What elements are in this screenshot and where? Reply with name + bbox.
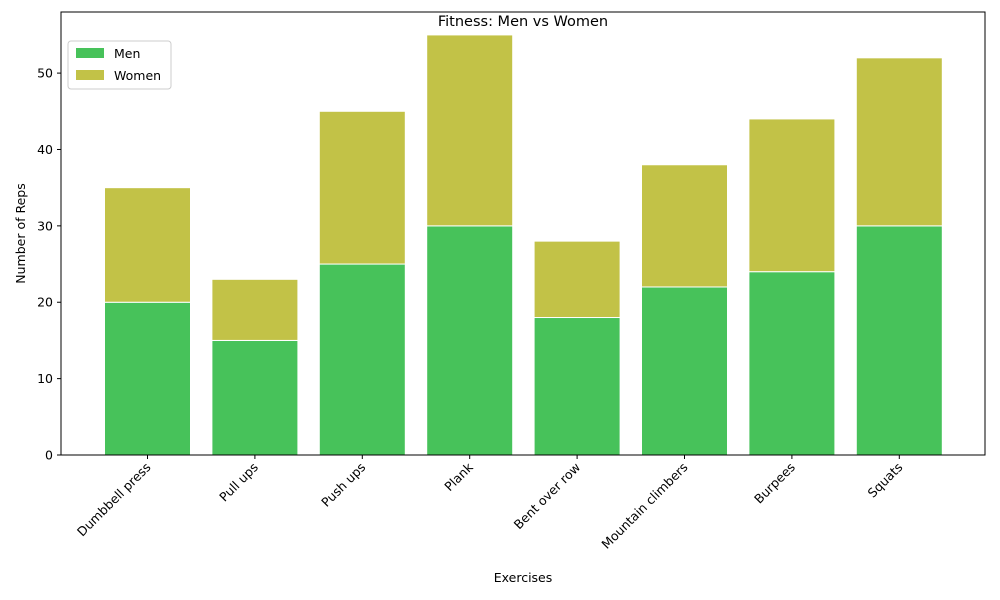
- x-tick-label-pull-ups: Pull ups: [216, 460, 261, 505]
- bar-men-dumbbell-press: [104, 301, 191, 456]
- legend-label-women: Women: [114, 68, 161, 83]
- legend-swatch-men: [76, 48, 104, 58]
- y-tick-label: 30: [37, 218, 53, 233]
- x-tick-label-squats: Squats: [864, 460, 905, 501]
- bar-men-squats: [855, 225, 943, 456]
- x-tick-label-dumbbell-press: Dumbbell press: [74, 460, 154, 540]
- y-axis-label: Number of Reps: [13, 183, 28, 283]
- x-axis: Dumbbell press Pull ups Push ups Plank Bent …: [74, 455, 905, 552]
- bar-women-pull-ups: [211, 278, 299, 341]
- y-tick-label: 50: [37, 66, 53, 81]
- bars-group: [104, 34, 943, 456]
- bar-men-burpees: [748, 271, 836, 456]
- legend-label-men: Men: [114, 46, 140, 61]
- x-tick-label-burpees: Burpees: [751, 460, 798, 507]
- x-axis-label: Exercises: [494, 570, 553, 585]
- bar-women-push-ups: [318, 110, 406, 265]
- bar-women-burpees: [748, 118, 836, 273]
- bar-women-plank: [426, 34, 514, 227]
- bar-men-pull-ups: [211, 339, 299, 456]
- bar-men-bent-over-row: [533, 317, 621, 456]
- x-tick-label-push-ups: Push ups: [318, 460, 368, 510]
- plot-frame: [60, 11, 986, 456]
- y-tick-label: 40: [37, 142, 53, 157]
- y-tick-label: 10: [37, 371, 53, 386]
- bar-women-mountain-climbers: [641, 164, 728, 288]
- bar-women-bent-over-row: [533, 240, 621, 319]
- bar-men-push-ups: [318, 263, 406, 456]
- chart-title: Fitness: Men vs Women: [438, 14, 608, 30]
- y-tick-label: 0: [45, 448, 53, 463]
- bar-women-dumbbell-press: [104, 187, 191, 303]
- x-tick-label-mountain-climbers: Mountain climbers: [598, 460, 690, 552]
- y-tick-label: 20: [37, 295, 53, 310]
- bar-women-squats: [855, 57, 943, 227]
- bar-men-mountain-climbers: [641, 286, 728, 456]
- x-tick-label-bent-over-row: Bent over row: [511, 460, 584, 533]
- legend-swatch-women: [76, 70, 104, 80]
- x-tick-label-plank: Plank: [441, 459, 476, 494]
- y-axis: 0 10 20 30 40 50: [37, 66, 61, 463]
- legend: Men Women: [67, 40, 172, 90]
- bar-men-plank: [426, 225, 514, 456]
